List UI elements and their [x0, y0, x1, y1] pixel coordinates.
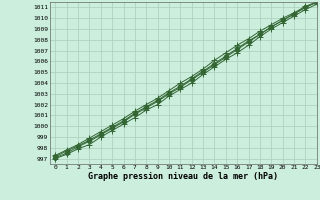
- X-axis label: Graphe pression niveau de la mer (hPa): Graphe pression niveau de la mer (hPa): [88, 172, 278, 181]
